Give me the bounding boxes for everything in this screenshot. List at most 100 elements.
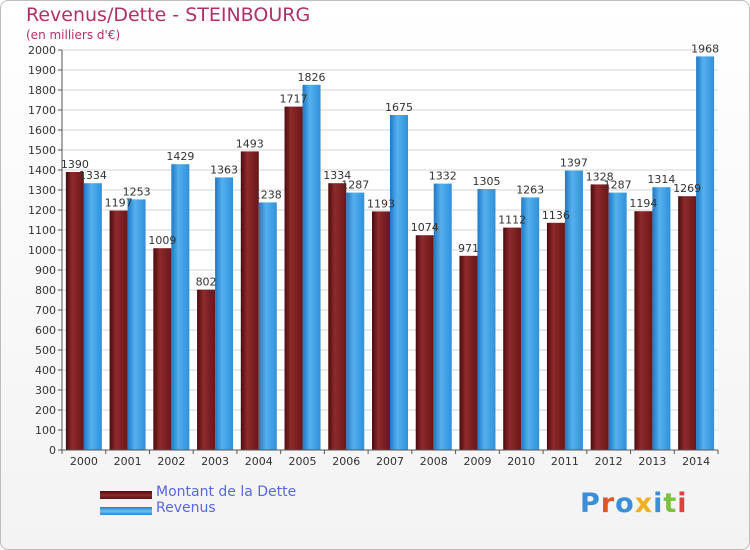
logo-letter: t [663,488,678,519]
bar-revenus [521,197,540,450]
data-label: 1112 [498,214,526,227]
y-tick-label: 100 [35,424,56,437]
data-label: 1253 [123,185,151,198]
bar-revenus [171,164,190,450]
data-label: 1390 [61,158,89,171]
logo-letter: P [580,488,601,519]
bar-revenus [127,199,146,450]
y-tick-label: 800 [35,284,56,297]
data-label: 1363 [210,163,238,176]
logo-letter: i [677,488,688,519]
data-label: 1263 [516,183,544,196]
chart-subtitle: (en milliers d'€) [26,28,121,42]
data-label: 1287 [341,179,369,192]
data-label: 1136 [542,209,570,222]
bar-revenus [477,189,496,450]
x-tick-label: 2014 [682,455,710,468]
y-tick-label: 1600 [28,124,56,137]
bar-dette [634,211,653,450]
data-label: 1197 [105,197,133,210]
bar-revenus [302,84,321,451]
chart-title: Revenus/Dette - STEINBOURG [26,4,311,26]
x-tick-label: 2000 [70,455,98,468]
logo-letter: o [615,488,635,519]
legend-label-dette: Montant de la Dette [156,484,297,500]
bar-dette [678,196,697,450]
x-tick-label: 2011 [551,455,579,468]
bar-dette [546,222,565,450]
bar-revenus [433,183,452,450]
data-label: 1193 [367,197,395,210]
data-label: 1269 [673,182,701,195]
bar-revenus [390,115,408,450]
y-tick-label: 1300 [28,184,56,197]
y-tick-label: 300 [35,384,56,397]
data-label: 1397 [560,157,588,170]
data-label: 1675 [385,101,413,114]
bar-revenus [608,192,627,450]
logo-letter: x [634,488,654,519]
data-label: 1429 [166,150,194,163]
y-tick-label: 200 [35,404,56,417]
bar-revenus [696,56,715,451]
bar-dette [415,235,434,450]
data-label: 1328 [586,170,614,183]
bar-dette [328,183,347,450]
axes: 0 100 200 300 400 500 600 700 800 900 1000 1100 1200… [28,44,719,468]
data-label: 971 [458,242,479,255]
proxiti-logo: Proxiti [580,488,688,519]
x-tick-label: 2001 [114,455,142,468]
legend-label-revenus: Revenus [156,500,216,516]
data-labels: 1390133411971253100914298021363149312381… [61,42,719,288]
bar-revenus [215,177,234,450]
bar-dette [240,151,259,450]
bar-dette [109,210,128,450]
x-tick-label: 2004 [245,455,273,468]
data-label: 1009 [148,234,176,247]
bar-revenus [83,183,102,450]
y-tick-label: 700 [35,304,56,317]
data-label: 1074 [411,221,439,234]
bar-dette [153,248,172,450]
y-tick-label: 1800 [28,84,56,97]
data-label: 1826 [298,71,326,84]
bar-dette [372,211,390,450]
bars [65,56,715,451]
data-label: 802 [196,276,217,289]
data-label: 1968 [691,42,719,55]
data-label: 1305 [472,175,500,188]
legend-swatch-dette [100,491,152,499]
x-tick-label: 2009 [463,455,491,468]
bar-revenus [564,170,583,450]
y-tick-label: 400 [35,364,56,377]
y-tick-label: 1900 [28,64,56,77]
x-tick-label: 2013 [638,455,666,468]
legend-swatch-revenus [100,507,152,515]
data-label: 1332 [429,170,457,183]
bar-revenus [258,202,277,450]
data-label: 1334 [79,169,107,182]
x-tick-label: 2005 [289,455,317,468]
bar-dette [459,255,478,450]
data-label: 1314 [647,173,675,186]
data-label: 1287 [604,179,632,192]
y-tick-label: 1200 [28,204,56,217]
bar-dette [65,172,84,450]
x-tick-label: 2003 [201,455,229,468]
bar-dette [284,106,303,450]
y-tick-label: 1100 [28,224,56,237]
x-tick-label: 2006 [332,455,360,468]
y-tick-label: 1000 [28,244,56,257]
y-tick-label: 1700 [28,104,56,117]
x-tick-label: 2010 [507,455,535,468]
x-tick-label: 2008 [420,455,448,468]
bar-dette [197,289,216,450]
y-tick-label: 1500 [28,144,56,157]
logo-letter: r [600,488,616,519]
x-tick-label: 2002 [157,455,185,468]
y-tick-label: 600 [35,324,56,337]
y-tick-label: 2000 [28,44,56,57]
y-tick-label: 0 [49,444,56,457]
logo-letter: i [653,488,664,519]
